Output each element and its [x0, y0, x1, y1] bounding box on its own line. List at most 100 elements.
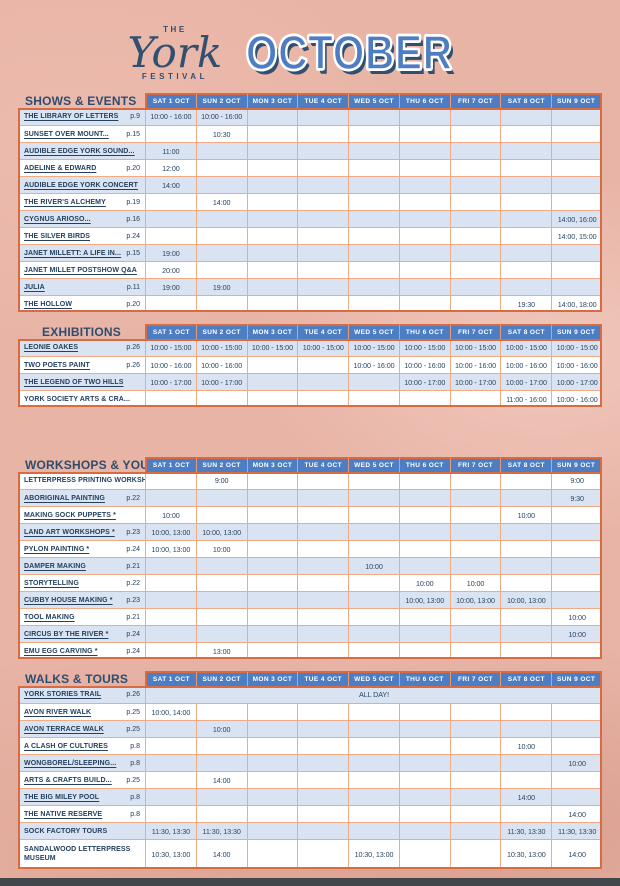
time-cell: [551, 788, 602, 805]
time-cell: [145, 295, 196, 312]
time-cell: [398, 523, 450, 540]
time-cell: [500, 523, 552, 540]
time-cell: 10:00 - 17:00: [551, 373, 602, 390]
event-name[interactable]: SUNSET OVER MOUNT...: [24, 130, 109, 138]
event-name[interactable]: AUDIBLE EDGE YORK CONCERT: [24, 181, 138, 189]
event-row: SANDALWOOD LETTERPRESS MUSEUM 10:30, 13:0…: [18, 839, 602, 869]
event-name[interactable]: WONGBOREL/SLEEPING...: [24, 759, 117, 767]
time-cell: 10:00 - 17:00: [145, 373, 196, 390]
event-name[interactable]: ADELINE & EDWARD: [24, 164, 97, 172]
event-name[interactable]: PYLON PAINTING *: [24, 545, 90, 553]
event-row: SOCK FACTORY TOURS 11:30, 13:30 11:30, 13:…: [18, 822, 602, 839]
time-cell: 10:00, 13:00: [145, 540, 196, 557]
event-name[interactable]: TWO POETS PAINT: [24, 361, 90, 369]
bottom-bar: [0, 878, 620, 886]
event-row: DAMPER MAKING p.21 10:00: [18, 557, 602, 574]
event-name[interactable]: THE RIVER'S ALCHEMY: [24, 198, 106, 206]
time-cell: [500, 278, 552, 295]
time-cell: [297, 489, 349, 506]
section-header-row: WALKS & TOURS SAT 1 OCT SUN 2 OCT MON 3 OCT…: [18, 671, 602, 686]
time-cell: 10:00 - 16:00: [195, 108, 247, 125]
event-name[interactable]: ARTS & CRAFTS BUILD...: [24, 776, 112, 784]
time-cell: [348, 703, 399, 720]
event-name[interactable]: CUBBY HOUSE MAKING *: [24, 596, 113, 604]
time-cell: 9:00: [551, 472, 602, 489]
time-cell: [449, 210, 501, 227]
time-cell: [145, 227, 196, 244]
event-label: MAKING SOCK PUPPETS *: [18, 506, 145, 523]
time-cell: 10:00 - 16:00: [145, 356, 196, 373]
event-name[interactable]: JANET MILLETT: A LIFE IN...: [24, 249, 122, 257]
time-cell: [297, 557, 349, 574]
event-row: EMU EGG CARVING * p.24 13:00: [18, 642, 602, 659]
time-cell: [348, 771, 399, 788]
event-page-ref: p.8: [130, 759, 140, 767]
event-label: CYGNUS ARIOSO... p.16: [18, 210, 145, 227]
event-name[interactable]: JULIA: [24, 283, 45, 291]
time-cell: [551, 591, 602, 608]
event-name[interactable]: THE HOLLOW: [24, 300, 73, 308]
event-name[interactable]: CIRCUS BY THE RIVER *: [24, 630, 109, 638]
event-name[interactable]: YORK STORIES TRAIL: [24, 691, 102, 698]
event-page-ref: p.21: [126, 562, 140, 570]
event-name[interactable]: MAKING SOCK PUPPETS *: [24, 511, 116, 519]
time-cell: 10:00 - 15:00: [500, 339, 551, 356]
time-cell: [145, 625, 196, 642]
time-cell: [348, 754, 399, 771]
event-name[interactable]: AUDIBLE EDGE YORK SOUND...: [24, 147, 135, 155]
event-name[interactable]: THE BIG MILEY POOL: [24, 793, 100, 801]
event-name[interactable]: LEONIE OAKES: [24, 344, 79, 351]
event-name[interactable]: EMU EGG CARVING *: [24, 647, 98, 655]
event-name[interactable]: ABORIGINAL PAINTING: [24, 494, 105, 502]
time-cell: [348, 373, 399, 390]
event-row: CYGNUS ARIOSO... p.16 14:00, 16:00: [18, 210, 602, 227]
time-cell: [348, 822, 399, 839]
time-cell: [500, 771, 552, 788]
event-name[interactable]: TOOL MAKING: [24, 613, 75, 621]
time-cell: [398, 125, 450, 142]
event-row: SUNSET OVER MOUNT... p.15 10:30: [18, 125, 602, 142]
time-cell: 10:30, 13:00: [500, 839, 552, 869]
time-cell: [297, 295, 349, 312]
time-cell: [348, 125, 399, 142]
event-name[interactable]: THE SILVER BIRDS: [24, 232, 91, 240]
time-cell: [246, 489, 298, 506]
event-name[interactable]: THE NATIVE RESERVE: [24, 810, 103, 818]
event-page-ref: p.24: [126, 630, 140, 638]
event-name[interactable]: CYGNUS ARIOSO...: [24, 215, 91, 223]
time-cell: [348, 591, 399, 608]
time-cell: [195, 159, 247, 176]
event-name[interactable]: THE LEGEND OF TWO HILLS: [24, 378, 124, 386]
time-cell: [398, 108, 450, 125]
time-cell: [398, 822, 450, 839]
event-name[interactable]: AVON RIVER WALK: [24, 708, 92, 716]
event-row: MAKING SOCK PUPPETS * 10:00 10:00: [18, 506, 602, 523]
event-row: THE BIG MILEY POOL p.8 14:00: [18, 788, 602, 805]
time-cell: [449, 108, 501, 125]
day-header-tue-4-oct: TUE 4 OCT: [297, 324, 349, 339]
time-cell: [195, 737, 247, 754]
event-name[interactable]: THE LIBRARY OF LETTERS: [24, 113, 119, 120]
time-cell: 10:00, 13:00: [398, 591, 450, 608]
event-name[interactable]: AVON TERRACE WALK: [24, 725, 104, 733]
event-name[interactable]: DAMPER MAKING: [24, 562, 86, 570]
time-cell: [348, 625, 399, 642]
all-day-cell: ALL DAY!: [145, 686, 602, 703]
event-name[interactable]: LAND ART WORKSHOPS *: [24, 528, 115, 536]
event-name[interactable]: JANET MILLET POSTSHOW Q&A: [24, 266, 137, 274]
event-name[interactable]: STORYTELLING: [24, 579, 79, 587]
event-label: ARTS & CRAFTS BUILD... p.25: [18, 771, 145, 788]
time-cell: 14:00: [551, 805, 602, 822]
event-page-ref: p.15: [126, 130, 140, 138]
time-cell: 10:00: [551, 608, 602, 625]
time-cell: [348, 108, 399, 125]
time-cell: 10:00 - 17:00: [449, 373, 501, 390]
day-header-tue-4-oct: TUE 4 OCT: [297, 93, 349, 108]
time-cell: [297, 108, 348, 125]
time-cell: [551, 159, 602, 176]
time-cell: [398, 176, 450, 193]
time-cell: [449, 142, 501, 159]
event-row: THE LIBRARY OF LETTERS p.9 10:00 - 16:00 10…: [18, 108, 602, 125]
time-cell: [348, 390, 399, 407]
event-name[interactable]: A CLASH OF CULTURES: [24, 742, 108, 750]
